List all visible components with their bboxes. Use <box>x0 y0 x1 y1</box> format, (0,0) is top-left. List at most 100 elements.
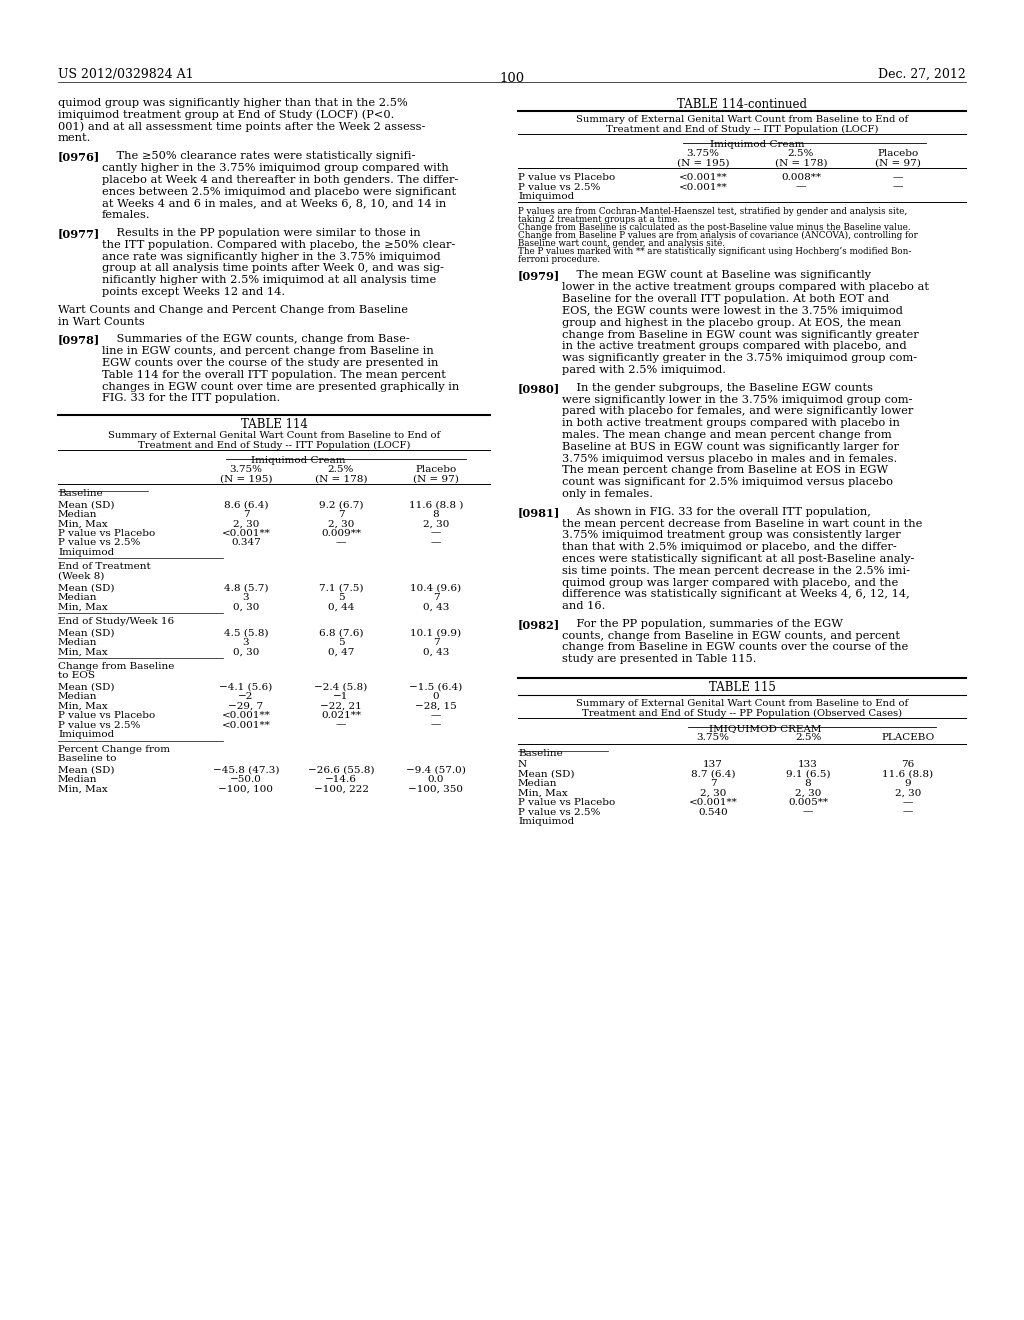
Text: difference was statistically significant at Weeks 4, 6, 12, 14,: difference was statistically significant… <box>562 589 909 599</box>
Text: −2.4 (5.8): −2.4 (5.8) <box>314 682 368 692</box>
Text: (N = 195): (N = 195) <box>220 475 272 483</box>
Text: Change from Baseline: Change from Baseline <box>58 661 174 671</box>
Text: 2.5%: 2.5% <box>787 149 814 158</box>
Text: <0.001**: <0.001** <box>688 799 737 807</box>
Text: counts, change from Baseline in EGW counts, and percent: counts, change from Baseline in EGW coun… <box>562 631 900 640</box>
Text: P value vs 2.5%: P value vs 2.5% <box>58 539 140 548</box>
Text: —: — <box>431 529 441 537</box>
Text: —: — <box>803 808 813 817</box>
Text: placebo at Week 4 and thereafter in both genders. The differ-: placebo at Week 4 and thereafter in both… <box>102 174 459 185</box>
Text: [0980]: [0980] <box>518 383 560 393</box>
Text: TABLE 115: TABLE 115 <box>709 681 775 694</box>
Text: Imiquimod Cream: Imiquimod Cream <box>710 140 804 149</box>
Text: males. The mean change and mean percent change from: males. The mean change and mean percent … <box>562 430 892 440</box>
Text: Median: Median <box>58 510 97 519</box>
Text: Table 114 for the overall ITT population. The mean percent: Table 114 for the overall ITT population… <box>102 370 445 380</box>
Text: change from Baseline in EGW counts over the course of the: change from Baseline in EGW counts over … <box>562 643 908 652</box>
Text: [0982]: [0982] <box>518 619 560 630</box>
Text: 6.8 (7.6): 6.8 (7.6) <box>318 628 364 638</box>
Text: (N = 97): (N = 97) <box>876 158 921 168</box>
Text: was significantly greater in the 3.75% imiquimod group com-: was significantly greater in the 3.75% i… <box>562 354 918 363</box>
Text: Min, Max: Min, Max <box>58 702 108 710</box>
Text: —: — <box>903 799 913 807</box>
Text: 3.75%: 3.75% <box>229 465 262 474</box>
Text: quimod group was significantly higher than that in the 2.5%: quimod group was significantly higher th… <box>58 98 408 108</box>
Text: P value vs 2.5%: P value vs 2.5% <box>518 808 600 817</box>
Text: 2, 30: 2, 30 <box>795 788 821 797</box>
Text: Change from Baseline P values are from analysis of covariance (ANCOVA), controll: Change from Baseline P values are from a… <box>518 231 918 240</box>
Text: lower in the active treatment groups compared with placebo at: lower in the active treatment groups com… <box>562 282 929 292</box>
Text: IMIQUIMOD CREAM: IMIQUIMOD CREAM <box>710 725 821 733</box>
Text: 4.5 (5.8): 4.5 (5.8) <box>224 628 268 638</box>
Text: sis time points. The mean percent decrease in the 2.5% imi-: sis time points. The mean percent decrea… <box>562 566 910 576</box>
Text: ences between 2.5% imiquimod and placebo were significant: ences between 2.5% imiquimod and placebo… <box>102 186 456 197</box>
Text: P value vs Placebo: P value vs Placebo <box>518 799 615 807</box>
Text: EOS, the EGW counts were lowest in the 3.75% imiquimod: EOS, the EGW counts were lowest in the 3… <box>562 306 903 315</box>
Text: 3.75% imiquimod versus placebo in males and in females.: 3.75% imiquimod versus placebo in males … <box>562 454 897 463</box>
Text: <0.001**: <0.001** <box>221 529 270 537</box>
Text: study are presented in Table 115.: study are presented in Table 115. <box>562 655 757 664</box>
Text: Treatment and End of Study -- ITT Population (LOCF): Treatment and End of Study -- ITT Popula… <box>138 441 411 450</box>
Text: −45.8 (47.3): −45.8 (47.3) <box>213 766 280 775</box>
Text: <0.001**: <0.001** <box>679 173 727 182</box>
Text: 8.7 (6.4): 8.7 (6.4) <box>691 770 735 779</box>
Text: Median: Median <box>58 593 97 602</box>
Text: The ≥50% clearance rates were statistically signifi-: The ≥50% clearance rates were statistica… <box>102 152 416 161</box>
Text: 8: 8 <box>433 510 439 519</box>
Text: P values are from Cochran-Mantel-Haenszel test, stratified by gender and analysi: P values are from Cochran-Mantel-Haensze… <box>518 206 907 215</box>
Text: changes in EGW count over time are presented graphically in: changes in EGW count over time are prese… <box>102 381 459 392</box>
Text: 0, 43: 0, 43 <box>423 602 450 611</box>
Text: Median: Median <box>518 779 557 788</box>
Text: [0978]: [0978] <box>58 334 100 346</box>
Text: 3.75% imiquimod treatment group was consistently larger: 3.75% imiquimod treatment group was cons… <box>562 531 901 540</box>
Text: End of Treatment: End of Treatment <box>58 562 151 572</box>
Text: (N = 178): (N = 178) <box>775 158 827 168</box>
Text: 4.8 (5.7): 4.8 (5.7) <box>224 583 268 593</box>
Text: 11.6 (8.8): 11.6 (8.8) <box>883 770 934 779</box>
Text: —: — <box>431 721 441 730</box>
Text: Median: Median <box>58 638 97 647</box>
Text: 2, 30: 2, 30 <box>423 519 450 528</box>
Text: −9.4 (57.0): −9.4 (57.0) <box>407 766 466 775</box>
Text: Dec. 27, 2012: Dec. 27, 2012 <box>879 69 966 81</box>
Text: were significantly lower in the 3.75% imiquimod group com-: were significantly lower in the 3.75% im… <box>562 395 912 404</box>
Text: EGW counts over the course of the study are presented in: EGW counts over the course of the study … <box>102 358 438 368</box>
Text: P value vs Placebo: P value vs Placebo <box>518 173 615 182</box>
Text: 9.1 (6.5): 9.1 (6.5) <box>785 770 830 779</box>
Text: −100, 350: −100, 350 <box>409 784 464 793</box>
Text: 0.540: 0.540 <box>698 808 728 817</box>
Text: 2, 30: 2, 30 <box>699 788 726 797</box>
Text: 3.75%: 3.75% <box>686 149 720 158</box>
Text: —: — <box>796 182 806 191</box>
Text: nificantly higher with 2.5% imiquimod at all analysis time: nificantly higher with 2.5% imiquimod at… <box>102 275 436 285</box>
Text: (Week 8): (Week 8) <box>58 572 104 581</box>
Text: group at all analysis time points after Week 0, and was sig-: group at all analysis time points after … <box>102 264 444 273</box>
Text: Wart Counts and Change and Percent Change from Baseline: Wart Counts and Change and Percent Chang… <box>58 305 408 314</box>
Text: Summary of External Genital Wart Count from Baseline to End of: Summary of External Genital Wart Count f… <box>108 432 440 440</box>
Text: 0.021**: 0.021** <box>321 711 361 721</box>
Text: −28, 15: −28, 15 <box>415 702 457 710</box>
Text: TABLE 114-continued: TABLE 114-continued <box>677 98 807 111</box>
Text: In the gender subgroups, the Baseline EGW counts: In the gender subgroups, the Baseline EG… <box>562 383 873 393</box>
Text: (N = 195): (N = 195) <box>677 158 729 168</box>
Text: Mean (SD): Mean (SD) <box>58 682 115 692</box>
Text: For the PP population, summaries of the EGW: For the PP population, summaries of the … <box>562 619 843 628</box>
Text: 0.005**: 0.005** <box>788 799 828 807</box>
Text: Treatment and End of Study -- ITT Population (LOCF): Treatment and End of Study -- ITT Popula… <box>606 124 879 133</box>
Text: 0.347: 0.347 <box>231 539 261 548</box>
Text: Summary of External Genital Wart Count from Baseline to End of: Summary of External Genital Wart Count f… <box>575 115 908 124</box>
Text: —: — <box>893 173 903 182</box>
Text: imiquimod treatment group at End of Study (LOCF) (P<0.: imiquimod treatment group at End of Stud… <box>58 110 394 120</box>
Text: Imiquimod Cream: Imiquimod Cream <box>251 457 346 465</box>
Text: −100, 100: −100, 100 <box>218 784 273 793</box>
Text: —: — <box>336 539 346 548</box>
Text: PLACEBO: PLACEBO <box>882 733 935 742</box>
Text: pared with 2.5% imiquimod.: pared with 2.5% imiquimod. <box>562 364 726 375</box>
Text: Mean (SD): Mean (SD) <box>58 500 115 510</box>
Text: Min, Max: Min, Max <box>518 788 567 797</box>
Text: in both active treatment groups compared with placebo in: in both active treatment groups compared… <box>562 418 900 428</box>
Text: —: — <box>336 721 346 730</box>
Text: −1.5 (6.4): −1.5 (6.4) <box>410 682 463 692</box>
Text: Median: Median <box>58 692 97 701</box>
Text: 0.0: 0.0 <box>428 775 444 784</box>
